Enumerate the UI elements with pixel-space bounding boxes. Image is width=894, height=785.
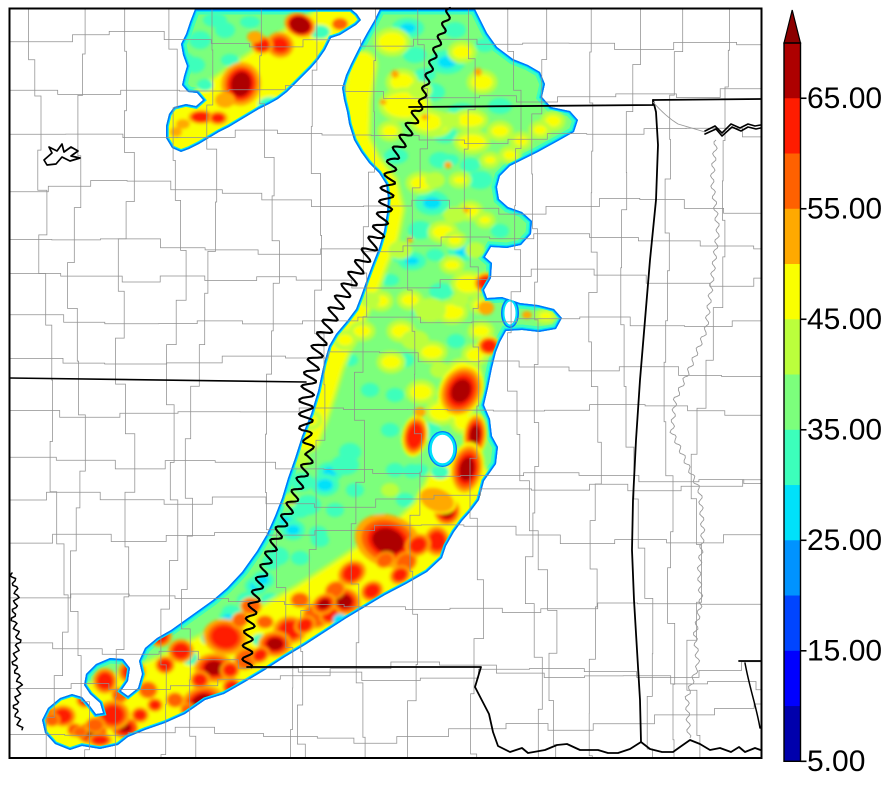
svg-text:5.00: 5.00	[807, 745, 865, 778]
svg-text:35.00: 35.00	[807, 413, 882, 446]
svg-text:25.00: 25.00	[807, 524, 882, 557]
svg-text:45.00: 45.00	[807, 303, 882, 336]
svg-text:65.00: 65.00	[807, 82, 882, 115]
svg-text:55.00: 55.00	[807, 192, 882, 225]
svg-text:15.00: 15.00	[807, 634, 882, 667]
